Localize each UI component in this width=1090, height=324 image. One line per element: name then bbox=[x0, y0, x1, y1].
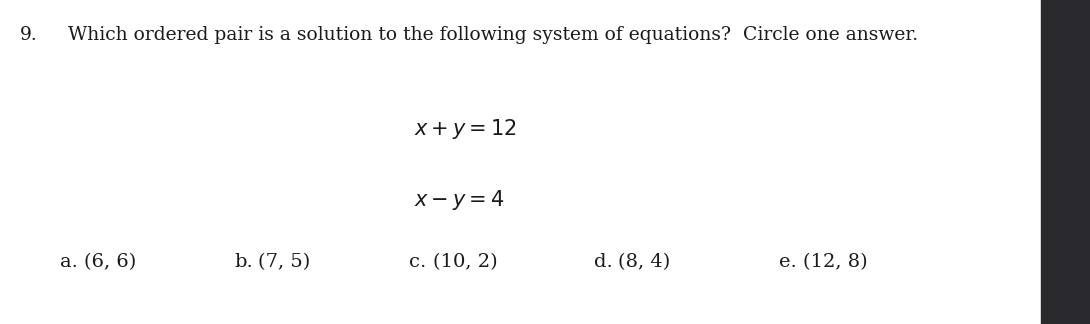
Text: (6, 6): (6, 6) bbox=[84, 253, 136, 271]
Text: $x+y=12$: $x+y=12$ bbox=[414, 117, 517, 141]
Text: Which ordered pair is a solution to the following system of equations?  Circle o: Which ordered pair is a solution to the … bbox=[68, 26, 918, 44]
Text: b.: b. bbox=[234, 253, 253, 271]
Text: 9.: 9. bbox=[20, 26, 37, 44]
Text: d.: d. bbox=[594, 253, 613, 271]
Text: (10, 2): (10, 2) bbox=[433, 253, 497, 271]
Text: $x-y=4$: $x-y=4$ bbox=[414, 188, 505, 212]
Text: a.: a. bbox=[60, 253, 77, 271]
Text: c.: c. bbox=[409, 253, 426, 271]
Text: (12, 8): (12, 8) bbox=[803, 253, 868, 271]
Text: e.: e. bbox=[779, 253, 797, 271]
Text: (8, 4): (8, 4) bbox=[618, 253, 670, 271]
Bar bbox=[1041, 0, 1090, 324]
Text: (7, 5): (7, 5) bbox=[258, 253, 311, 271]
